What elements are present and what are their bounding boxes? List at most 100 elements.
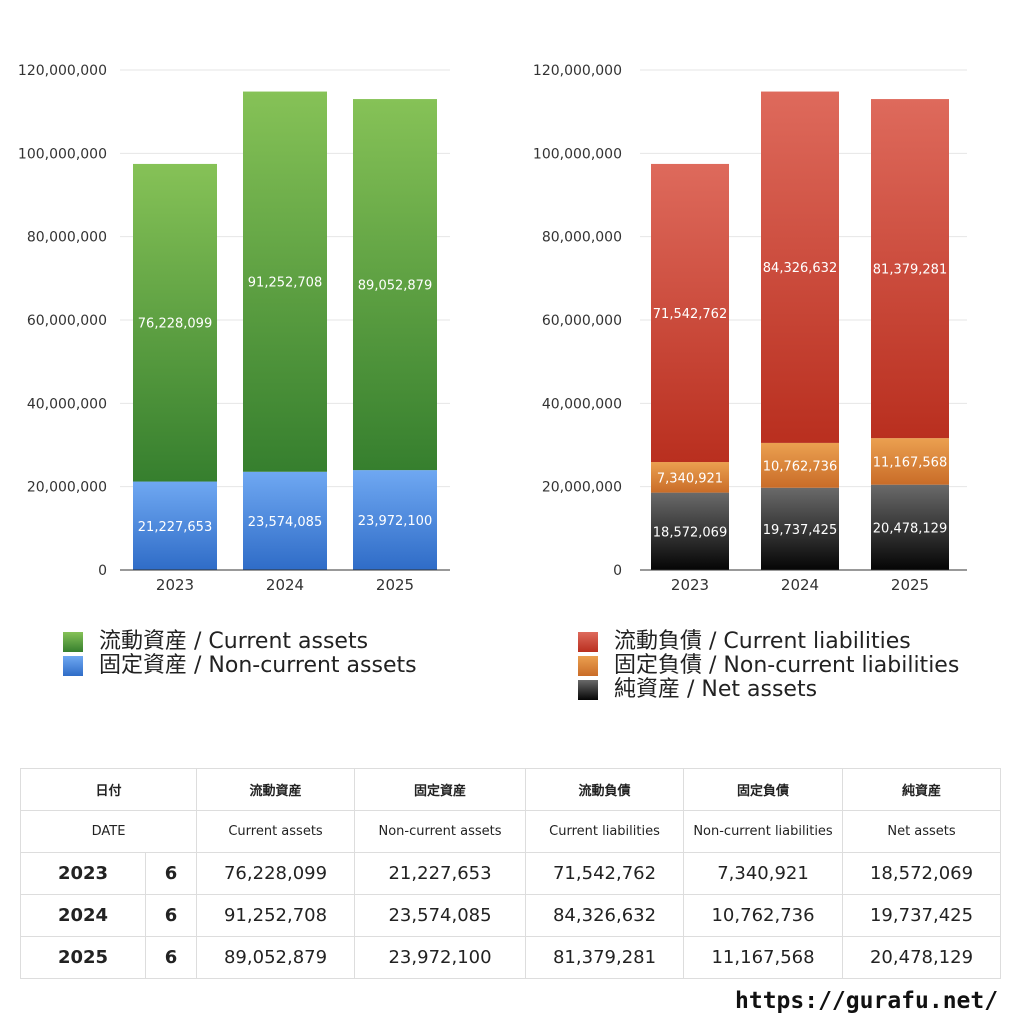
legend-item-current-assets: 流動資産 / Current assets <box>63 630 417 654</box>
assets-chart: 0 20,000,000 40,000,000 60,000,000 80,000,00… <box>18 63 450 594</box>
data-label: 20,478,129 <box>873 521 947 536</box>
y-tick-label: 120,000,000 <box>533 63 622 79</box>
bar-net-assets <box>761 487 839 570</box>
legend-item-current-liabilities: 流動負債 / Current liabilities <box>578 630 959 654</box>
data-label: 81,379,281 <box>873 263 947 278</box>
y-tick-label: 120,000,000 <box>18 63 107 79</box>
table-header-date-en: DATE <box>19 810 198 853</box>
liabilities-chart: 0 20,000,000 40,000,000 60,000,000 80,000,00… <box>533 63 967 594</box>
x-tick-label: 2024 <box>781 576 819 594</box>
table-cell-current-assets: 89,052,879 <box>196 936 356 979</box>
y-tick-label: 0 <box>613 563 622 579</box>
bar-non-current-liabilities <box>761 442 839 488</box>
table-header-current-assets-jp: 流動資産 <box>196 768 356 811</box>
bar-current-liabilities <box>651 163 729 463</box>
data-label: 23,574,085 <box>248 515 322 530</box>
table-cell-non-current-assets: 23,574,085 <box>354 894 527 937</box>
legend-label-non-current-liabilities: 固定負債 / Non-current liabilities <box>614 653 960 678</box>
table-cell-non-current-assets: 23,972,100 <box>354 936 527 979</box>
bar-non-current-liabilities <box>871 438 949 485</box>
data-label: 91,252,708 <box>248 276 322 291</box>
table-header-non-current-assets-en: Non-current assets <box>354 810 527 853</box>
table-header-net-assets-jp: 純資産 <box>842 768 1002 811</box>
y-tick-label: 80,000,000 <box>27 230 107 246</box>
x-tick-label: 2023 <box>671 576 709 594</box>
table-cell-net-assets: 19,737,425 <box>842 894 1002 937</box>
bar-non-current-assets <box>243 471 327 570</box>
legend-swatch-current-assets <box>63 632 83 652</box>
table-cell-year: 2025 <box>20 936 146 979</box>
table-header-date-jp: 日付 <box>19 768 198 811</box>
table-header-non-current-assets-jp: 固定資産 <box>354 768 527 811</box>
table-header-non-current-liabilities-jp: 固定負債 <box>683 768 844 811</box>
x-tick-label: 2025 <box>376 576 414 594</box>
legend-swatch-non-current-assets <box>63 656 83 676</box>
y-tick-label: 100,000,000 <box>533 146 622 162</box>
table-cell-month: 6 <box>144 936 198 979</box>
legend-label-net-assets: 純資産 / Net assets <box>614 677 818 702</box>
bar-current-assets <box>353 99 437 471</box>
y-tick-label: 60,000,000 <box>27 313 107 329</box>
y-tick-label: 20,000,000 <box>27 480 107 496</box>
y-tick-label: 20,000,000 <box>542 480 622 496</box>
table-cell-current-liabilities: 81,379,281 <box>525 936 685 979</box>
data-label: 23,972,100 <box>358 514 432 529</box>
bar-non-current-assets <box>133 481 217 570</box>
bar-non-current-liabilities <box>651 462 729 493</box>
data-label: 89,052,879 <box>358 279 432 294</box>
legend-label-current-liabilities: 流動負債 / Current liabilities <box>614 629 911 654</box>
table-header-net-assets-en: Net assets <box>842 810 1002 853</box>
table-header-row-en: DATE Current assets Non-current assets C… <box>19 810 1002 853</box>
data-label: 7,340,921 <box>657 471 723 486</box>
x-tick-label: 2023 <box>156 576 194 594</box>
bar-net-assets <box>871 484 949 570</box>
table-header-current-liabilities-en: Current liabilities <box>525 810 685 853</box>
data-label: 19,737,425 <box>763 523 837 538</box>
y-tick-label: 60,000,000 <box>542 313 622 329</box>
bar-non-current-assets <box>353 470 437 570</box>
legend-swatch-non-current-liabilities <box>578 656 598 676</box>
legend-item-net-assets: 純資産 / Net assets <box>578 678 959 702</box>
legend-swatch-net-assets <box>578 680 598 700</box>
y-tick-label: 100,000,000 <box>18 146 107 162</box>
data-label: 84,326,632 <box>763 261 837 276</box>
table-row: 2024 6 91,252,708 23,574,085 84,326,632 … <box>20 894 1002 937</box>
legend-item-non-current-assets: 固定資産 / Non-current assets <box>63 654 417 678</box>
data-label: 76,228,099 <box>138 317 212 332</box>
table-header-non-current-liabilities-en: Non-current liabilities <box>683 810 844 853</box>
bar-net-assets <box>651 492 729 570</box>
data-label: 21,227,653 <box>138 520 212 535</box>
liabilities-legend: 流動負債 / Current liabilities 固定負債 / Non-cu… <box>578 630 959 702</box>
table-cell-current-assets: 76,228,099 <box>196 852 356 895</box>
bar-current-liabilities <box>761 91 839 443</box>
table-cell-month: 6 <box>144 894 198 937</box>
data-label: 71,542,762 <box>653 307 727 322</box>
table-cell-current-liabilities: 71,542,762 <box>525 852 685 895</box>
x-tick-label: 2024 <box>266 576 304 594</box>
table-cell-current-liabilities: 84,326,632 <box>525 894 685 937</box>
data-label: 11,167,568 <box>873 455 947 470</box>
legend-label-non-current-assets: 固定資産 / Non-current assets <box>99 653 417 678</box>
y-tick-label: 40,000,000 <box>27 396 107 412</box>
site-url[interactable]: https://gurafu.net/ <box>735 988 999 1014</box>
y-tick-label: 0 <box>98 563 107 579</box>
table-row: 2025 6 89,052,879 23,972,100 81,379,281 … <box>20 936 1002 979</box>
bar-current-assets <box>243 91 327 472</box>
table-cell-year: 2024 <box>20 894 146 937</box>
y-tick-label: 40,000,000 <box>542 396 622 412</box>
table-cell-net-assets: 18,572,069 <box>842 852 1002 895</box>
table-cell-year: 2023 <box>20 852 146 895</box>
assets-legend: 流動資産 / Current assets 固定資産 / Non-current… <box>63 630 417 678</box>
data-table: 日付 流動資産 固定資産 流動負債 固定負債 純資産 DATE Current … <box>19 768 1002 979</box>
table-header-row-jp: 日付 流動資産 固定資産 流動負債 固定負債 純資産 <box>19 768 1002 811</box>
y-tick-label: 80,000,000 <box>542 230 622 246</box>
x-tick-label: 2025 <box>891 576 929 594</box>
table-header-current-liabilities-jp: 流動負債 <box>525 768 685 811</box>
table-cell-non-current-liabilities: 7,340,921 <box>683 852 844 895</box>
data-label: 18,572,069 <box>653 525 727 540</box>
table-cell-non-current-assets: 21,227,653 <box>354 852 527 895</box>
legend-label-current-assets: 流動資産 / Current assets <box>99 629 369 654</box>
table-cell-net-assets: 20,478,129 <box>842 936 1002 979</box>
data-label: 10,762,736 <box>763 459 837 474</box>
table-row: 2023 6 76,228,099 21,227,653 71,542,762 … <box>20 852 1002 895</box>
